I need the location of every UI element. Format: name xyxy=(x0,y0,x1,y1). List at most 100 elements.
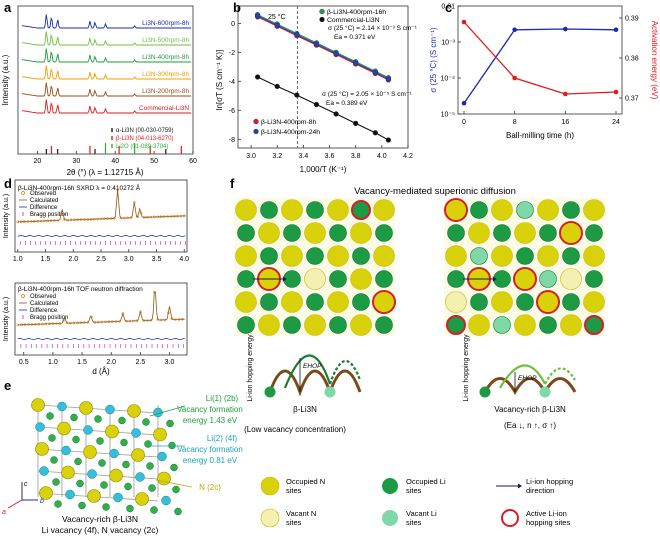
b-legend-marker xyxy=(319,8,325,15)
f-li-site xyxy=(493,224,511,242)
b-data-point xyxy=(353,60,359,66)
b-xtick-label: 4.0 xyxy=(377,153,387,160)
d-xtick-label: 0.5 xyxy=(19,359,29,366)
f-li-site xyxy=(539,316,557,334)
d-legend-label: Observed xyxy=(30,294,56,300)
a-trace xyxy=(21,48,192,63)
f-li-site xyxy=(260,293,278,311)
f-legend-label: Occupied Li xyxy=(406,477,446,486)
b-xtick-label: 3.4 xyxy=(299,153,309,160)
f-legend-label-2: sites xyxy=(286,486,302,495)
f-n-site xyxy=(373,199,395,221)
d-legend-label: Difference xyxy=(30,205,58,211)
b-vline-label: 25 °C xyxy=(268,13,286,21)
e-atom-li1 xyxy=(150,506,158,514)
c-xtick-label: 24 xyxy=(612,119,620,126)
d-xtick-label: 2.5 xyxy=(96,256,106,263)
f-n-site xyxy=(537,245,559,267)
d2-ylabel: Intensity (a.u.) xyxy=(3,297,10,341)
d-legend-label: Difference xyxy=(30,308,58,314)
f-li-site xyxy=(237,224,255,242)
d1-ylabel: Intensity (a.u.) xyxy=(3,194,10,238)
e-atom-li2 xyxy=(83,425,93,435)
f-hop-arrowhead xyxy=(492,276,497,282)
d-difference-line xyxy=(17,338,185,340)
e-axis-triad: c a b xyxy=(2,481,44,516)
b-data-point xyxy=(274,22,280,28)
panel-label-c: c xyxy=(445,0,452,15)
b-legend-marker xyxy=(253,128,259,135)
a-xlabel: 2θ (°) (λ = 1.12715 Å) xyxy=(67,168,144,177)
f-n-site xyxy=(304,314,326,336)
c-series-line xyxy=(463,21,617,95)
f-legend-arrowhead xyxy=(518,483,522,489)
f-n-site xyxy=(350,268,372,290)
f-n-site xyxy=(281,291,303,313)
e-atom-li2 xyxy=(105,404,115,415)
e-atom-li1 xyxy=(174,507,182,516)
d-legend-marker xyxy=(21,191,25,195)
d-observed-point xyxy=(62,319,65,322)
f-right-caption-1: Vacancy-rich β-Li3N xyxy=(494,405,566,414)
f-lattice-bg xyxy=(444,198,605,336)
c-ytick-right-label: 0.37 xyxy=(625,96,639,103)
f-active-hop-ring xyxy=(559,221,583,245)
b-data-point xyxy=(372,130,378,136)
e-atom-li1 xyxy=(126,504,134,513)
e-atom-n xyxy=(83,445,97,459)
e-atom-li2 xyxy=(35,422,45,432)
e-site-label: Li(2) (4f) xyxy=(207,434,238,443)
d-xtick-label: 2.0 xyxy=(106,359,116,366)
panel-d1-chart: β-Li3N-400rpm-16h SXRD λ = 0.410272 Å Ob… xyxy=(3,179,189,263)
f-legend-label: Occupied N xyxy=(286,477,325,486)
f-hop-path-left-dashed xyxy=(328,359,362,385)
d-legend-marker xyxy=(21,294,25,298)
f-li-site xyxy=(260,247,278,265)
b-fit-line xyxy=(257,76,389,141)
f-active-hop-ring xyxy=(536,290,560,314)
b-data-point xyxy=(255,74,261,80)
b-fit-line xyxy=(257,15,389,80)
f-li-site xyxy=(306,293,324,311)
f-li-site xyxy=(585,270,603,288)
d-xtick-label: 1.0 xyxy=(48,359,58,366)
f-left-caption-2: (Low vacancy concentration) xyxy=(244,425,346,434)
b-data-point xyxy=(313,41,320,47)
e-atom-n xyxy=(157,471,171,486)
f-li-site xyxy=(470,293,488,311)
f-li-site xyxy=(283,224,301,242)
panel-a-chart: Li3N-600rpm-8h Li3N-500rpm-8h Li3N-400rpm-… xyxy=(1,5,197,177)
e-atom-li1 xyxy=(94,415,102,423)
panel-label-d: d xyxy=(4,176,12,191)
panel-c-chart: 0 8 16 24 0.01 10⁻³ 10⁻⁴ 10⁻⁵ 0.39 0.38 0.37 σ (25… xyxy=(429,4,659,141)
f-n-site xyxy=(304,268,326,290)
f-legend-label: Vacant N xyxy=(286,509,316,518)
b-fit-line xyxy=(257,16,389,81)
a-trace-label: Li3N-500rpm-8h xyxy=(142,37,189,44)
a-trace xyxy=(21,82,192,97)
e-atom-li1 xyxy=(76,479,84,488)
e-atom-li1 xyxy=(168,441,176,450)
f-li-site xyxy=(447,224,465,242)
f-li-site xyxy=(237,270,255,288)
f-li-site xyxy=(470,247,488,265)
b-legend-label: β-Li3N-400rpm-16h xyxy=(327,9,386,16)
f-n-site xyxy=(304,222,326,244)
d-xtick-label: 1.5 xyxy=(77,359,87,366)
e-atom-n xyxy=(39,486,53,500)
e-atom-li1 xyxy=(118,416,126,425)
d-calculated-line xyxy=(17,291,185,326)
e-atom-li1 xyxy=(166,419,174,428)
e-atom-li1 xyxy=(78,501,86,510)
f-n-site xyxy=(468,314,490,336)
f-n-site xyxy=(491,245,513,267)
e-axis-c: c xyxy=(24,481,28,488)
c-data-point xyxy=(461,19,467,25)
a-trace xyxy=(21,14,192,29)
f-n-site xyxy=(560,268,582,290)
f-n-site xyxy=(281,245,303,267)
f-n-site xyxy=(537,199,559,221)
d-xtick-label: 2.0 xyxy=(68,256,78,263)
b-xtick-label: 3.0 xyxy=(246,153,256,160)
b-xtick-label: 4.2 xyxy=(403,153,413,160)
